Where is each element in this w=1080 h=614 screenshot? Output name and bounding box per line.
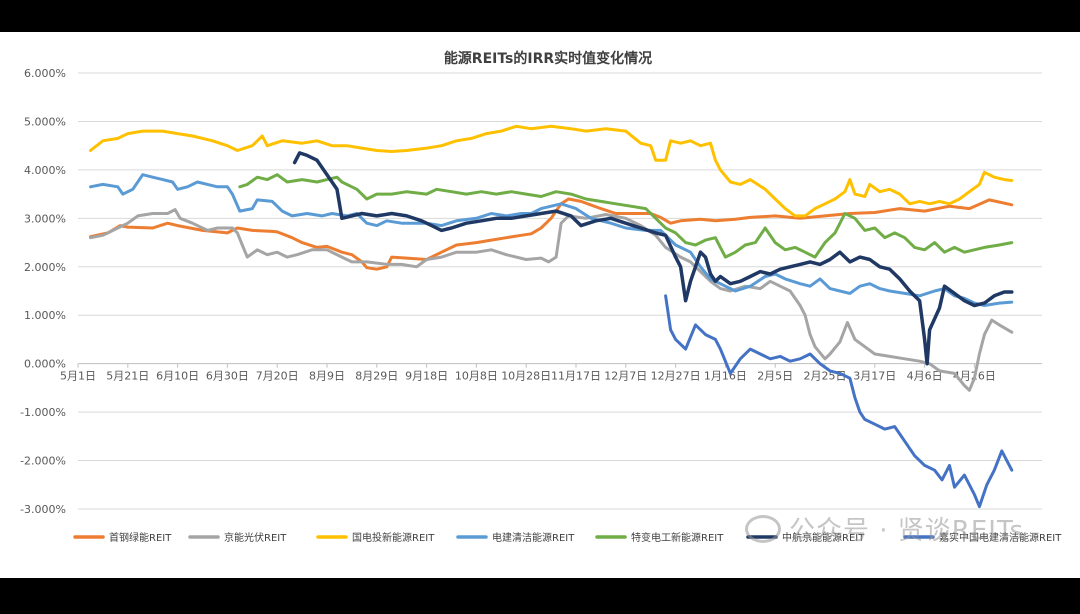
- y-tick-label: -2.000%: [20, 455, 66, 468]
- series-line-3: [89, 124, 1014, 218]
- legend-label: 电建清洁能源REIT: [492, 531, 575, 544]
- x-tick-label: 12月27日: [651, 370, 701, 383]
- x-tick-label: 8月29日: [355, 370, 398, 383]
- line-chart: 能源REITs的IRR实时值变化情况 6.000% 5.000% 4.000% 3.0…: [20, 50, 1062, 544]
- y-tick-label: 4.000%: [24, 164, 66, 177]
- y-tick-label: -1.000%: [20, 406, 66, 419]
- x-axis-ticks: 5月1日 5月21日 6月10日 6月30日 7月20日 8月9日 8月29日 9月18日 10…: [60, 363, 996, 383]
- y-tick-label: 5.000%: [24, 115, 66, 128]
- legend-label: 嘉实中国电建清洁能源REIT: [939, 531, 1062, 544]
- series-line-5: [238, 173, 1014, 259]
- x-tick-label: 6月30日: [206, 370, 249, 383]
- series-line-6: [292, 151, 1014, 366]
- x-tick-label: 5月21日: [106, 370, 149, 383]
- legend-label: 国电投新能源REIT: [352, 531, 435, 544]
- x-tick-label: 5月1日: [60, 370, 96, 383]
- grid-lines: [78, 72, 1042, 510]
- series-line-4: [89, 173, 1014, 307]
- x-tick-label: 7月20日: [256, 370, 299, 383]
- x-tick-label: 2月5日: [757, 370, 793, 383]
- x-tick-label: 4月6日: [907, 370, 943, 383]
- y-tick-label: 0.000%: [24, 358, 66, 371]
- x-tick-label: 12月7日: [604, 370, 647, 383]
- legend-label: 中航京能能源REIT: [782, 531, 865, 544]
- x-tick-label: 2月25日: [804, 370, 847, 383]
- x-tick-label: 3月17日: [853, 370, 896, 383]
- legend-label: 首钢绿能REIT: [109, 531, 172, 544]
- x-tick-label: 10月8日: [455, 370, 498, 383]
- series-line-1: [89, 197, 1014, 271]
- x-tick-label: 1月16日: [704, 370, 747, 383]
- legend-label: 京能光伏REIT: [224, 531, 287, 544]
- legend-label: 特变电工新能源REIT: [631, 531, 724, 544]
- x-tick-label: 10月28日: [501, 370, 551, 383]
- y-tick-label: 2.000%: [24, 261, 66, 274]
- y-tick-label: -3.000%: [20, 503, 66, 516]
- x-tick-label: 9月18日: [405, 370, 448, 383]
- legend: 首钢绿能REIT 京能光伏REIT 国电投新能源REIT 电建清洁能源REIT 特变电工…: [73, 531, 1062, 544]
- x-tick-label: 11月17日: [551, 370, 601, 383]
- y-tick-label: 3.000%: [24, 212, 66, 225]
- y-tick-label: 1.000%: [24, 309, 66, 322]
- chart-title: 能源REITs的IRR实时值变化情况: [444, 50, 652, 67]
- series-line-7: [664, 294, 1014, 509]
- y-tick-label: 6.000%: [24, 67, 66, 80]
- x-tick-label: 8月9日: [309, 370, 345, 383]
- y-axis-ticks: 6.000% 5.000% 4.000% 3.000% 2.000% 1.000% 0.00…: [20, 67, 66, 516]
- series-line-2: [89, 208, 1014, 392]
- series-lines: [89, 124, 1014, 509]
- x-tick-label: 6月10日: [156, 370, 199, 383]
- chart-frame: 能源REITs的IRR实时值变化情况 6.000% 5.000% 4.000% 3.0…: [0, 32, 1080, 578]
